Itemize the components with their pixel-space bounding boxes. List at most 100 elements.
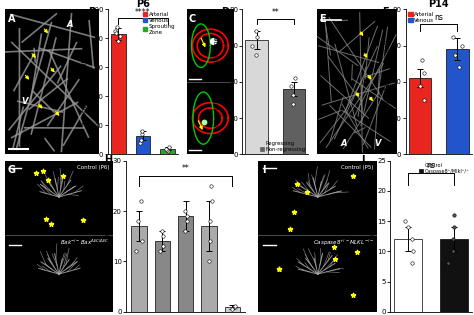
Point [450,213,457,218]
Point [138,239,146,244]
Point [138,132,146,137]
Text: A: A [66,20,73,29]
Bar [136,135,150,154]
Point [114,39,121,44]
Point [42,217,49,222]
Point [404,225,412,230]
Bar [394,239,422,312]
Point [409,237,416,242]
Bar [111,34,126,154]
Point [134,219,142,224]
Point [200,120,208,125]
Point [206,239,213,244]
Point [330,244,338,249]
Text: D: D [221,7,229,17]
Point [111,29,119,34]
Point [159,234,166,239]
Text: A: A [8,14,15,24]
Point [162,146,170,151]
Text: ****: **** [135,8,151,17]
Point [410,249,417,254]
Point [458,43,466,48]
Point [156,249,164,254]
Bar [246,40,268,154]
Text: **: ** [272,8,279,17]
Text: $Caspase8^{+/-}MLKL^{-/-}$: $Caspase8^{+/-}MLKL^{-/-}$ [313,238,374,248]
Y-axis label: apoptotic EC (% of total): apoptotic EC (% of total) [384,39,391,125]
Point [137,198,145,203]
Point [159,244,167,249]
Legend: Control, Caspase8⁺/Mlkl⁺/⁺: Control, Caspase8⁺/Mlkl⁺/⁺ [419,163,469,174]
Point [248,43,256,48]
Text: ns: ns [427,161,436,170]
Text: A: A [341,139,347,148]
Text: $Bak^{-/-}Bax^{\Delta EC/\Delta EC}$: $Bak^{-/-}Bax^{\Delta EC/\Delta EC}$ [60,238,110,247]
Point [290,101,297,106]
Bar [201,226,217,312]
Point [137,140,144,145]
Point [409,261,416,266]
Bar [160,149,175,154]
Point [275,267,283,272]
Point [449,237,456,242]
Point [252,29,260,34]
Point [165,145,173,150]
Text: E: E [319,14,326,24]
Point [349,173,356,178]
Point [164,149,172,154]
Point [40,169,47,174]
Text: F: F [383,7,389,17]
Text: G: G [8,165,16,175]
Point [183,214,191,219]
Point [138,129,146,134]
Point [113,24,121,29]
Text: Control (P5): Control (P5) [341,165,374,170]
Point [303,190,311,195]
Point [445,261,452,266]
Point [289,92,296,97]
Bar [155,241,170,312]
Point [449,249,457,254]
Y-axis label: apoptotic EC / vessel type
(% of total): apoptotic EC / vessel type (% of total) [214,37,228,127]
Bar [225,307,240,312]
Bar [131,226,146,312]
Text: C: C [188,14,195,24]
Point [288,83,295,88]
Point [275,266,283,271]
Bar [178,216,193,312]
Point [252,52,260,57]
Bar [440,239,468,312]
Point [182,209,189,214]
Point [32,171,40,176]
Point [206,219,214,224]
Y-axis label: apoptotic ECs / mm² vasculature: apoptotic ECs / mm² vasculature [369,179,376,293]
Point [331,257,338,262]
Legend: Arterial, Venous, Sprouting
Zone: Arterial, Venous, Sprouting Zone [143,12,175,35]
Text: B: B [88,7,95,17]
Text: V: V [22,97,28,106]
Legend: Arterial, Venous: Arterial, Venous [409,12,435,23]
Point [209,39,217,44]
Text: **: ** [182,164,190,173]
Point [205,259,213,264]
Point [183,219,191,224]
Text: J: J [362,155,365,165]
Point [132,249,140,254]
Point [164,147,171,152]
Bar [409,78,431,154]
Point [286,226,293,231]
Text: Control (P6): Control (P6) [77,165,110,170]
Point [290,210,298,215]
Point [158,229,165,234]
Point [137,137,145,142]
Point [47,221,55,226]
Point [418,58,426,63]
Point [116,33,123,38]
Point [451,52,458,57]
Point [59,173,66,178]
Point [228,307,236,312]
Point [456,65,463,70]
Bar [446,49,469,154]
Point [80,218,87,223]
Point [349,293,357,298]
